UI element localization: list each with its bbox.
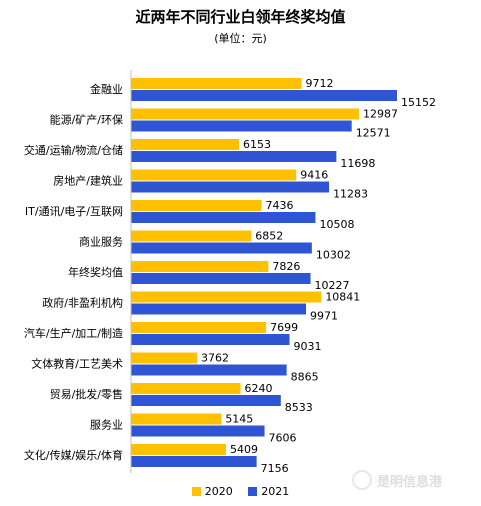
- legend-label-2021: 2021: [261, 485, 290, 498]
- bar-2021: [131, 273, 311, 284]
- category-label: 金融业: [90, 82, 123, 96]
- category-label: 服务业: [90, 419, 123, 432]
- data-label-2020: 9416: [300, 169, 328, 182]
- bar-2021: [131, 90, 397, 101]
- bar-2020: [131, 139, 240, 150]
- category-label: 商业服务: [79, 235, 123, 249]
- data-label-2021: 9971: [310, 310, 338, 323]
- bar-2021: [131, 151, 337, 162]
- legend-item-2021: 2021: [248, 485, 289, 498]
- category-label: 能源/矿产/环保: [50, 113, 123, 127]
- bar-2020: [131, 200, 262, 211]
- data-label-2021: 9031: [294, 340, 322, 353]
- bar-2021: [131, 120, 352, 132]
- bar-2020: [131, 169, 297, 181]
- data-label-2020: 5145: [225, 413, 253, 426]
- data-label-2021: 7156: [261, 462, 289, 475]
- bar-2020: [131, 261, 269, 272]
- data-label-2021: 7606: [269, 432, 297, 445]
- legend: 2020 2021: [0, 485, 481, 499]
- bar-2020: [131, 108, 359, 120]
- data-label-2020: 6240: [245, 382, 273, 395]
- chart-subtitle: (单位：元): [214, 32, 267, 45]
- data-label-2021: 12571: [356, 127, 391, 140]
- watermark-logo: 是明信息港: [352, 468, 472, 492]
- bar-2021: [131, 181, 330, 193]
- data-label-2020: 10841: [325, 291, 360, 304]
- bar-2021: [131, 303, 307, 315]
- data-label-2020: 7436: [266, 199, 294, 212]
- bar-2020: [131, 322, 267, 333]
- watermark-circle-icon: [352, 470, 372, 490]
- bar-2020: [131, 352, 198, 364]
- data-label-2021: 11283: [333, 188, 368, 201]
- bar-2021: [131, 364, 287, 376]
- data-label-2021: 10302: [316, 249, 351, 262]
- data-label-2020: 7699: [270, 321, 298, 334]
- data-label-2020: 9712: [305, 77, 333, 90]
- category-label: 汽车/生产/加工/制造: [24, 326, 123, 340]
- data-label-2020: 12987: [363, 108, 398, 121]
- bar-2021: [131, 242, 312, 254]
- data-label-2021: 8865: [291, 371, 319, 384]
- category-label: 文体教育/工艺美术: [31, 357, 123, 371]
- category-label: 房地产/建筑业: [53, 174, 123, 188]
- bar-2020: [131, 413, 222, 425]
- legend-swatch-2020: [191, 487, 201, 496]
- legend-label-2020: 2020: [204, 485, 233, 498]
- data-label-2021: 15152: [401, 96, 436, 109]
- data-label-2021: 8533: [285, 401, 313, 414]
- chart-title: 近两年不同行业白领年终奖均值: [135, 8, 346, 26]
- data-label-2020: 6852: [255, 230, 283, 243]
- data-label-2020: 5409: [230, 443, 258, 456]
- data-label-2020: 6153: [243, 138, 271, 151]
- watermark-text: 是明信息港: [377, 474, 443, 490]
- bar-2020: [131, 78, 302, 89]
- bar-2021: [131, 334, 290, 345]
- data-label-2021: 11698: [340, 157, 375, 170]
- category-label: 文化/传媒/娱乐/体育: [24, 448, 123, 462]
- bar-2020: [131, 291, 322, 303]
- legend-item-2020: 2020: [191, 485, 233, 498]
- bar-2020: [131, 230, 252, 242]
- data-label-2020: 7826: [272, 260, 300, 273]
- data-label-2020: 3762: [201, 352, 229, 365]
- category-label: 政府/非盈利机构: [42, 296, 123, 310]
- bar-2021: [131, 212, 316, 223]
- legend-swatch-2021: [248, 487, 258, 496]
- data-label-2021: 10227: [315, 279, 350, 292]
- bar-2021: [131, 395, 281, 406]
- category-label: 贸易/批发/零售: [50, 387, 123, 401]
- category-label: 交通/运输/物流/仓储: [24, 143, 123, 157]
- category-label: IT/通讯/电子/互联网: [25, 205, 123, 218]
- bar-2021: [131, 456, 257, 467]
- bar-2021: [131, 425, 265, 437]
- bar-2020: [131, 444, 226, 455]
- category-label: 年终奖均值: [68, 265, 123, 279]
- data-label-2021: 10508: [319, 218, 354, 231]
- bar-2020: [131, 383, 241, 394]
